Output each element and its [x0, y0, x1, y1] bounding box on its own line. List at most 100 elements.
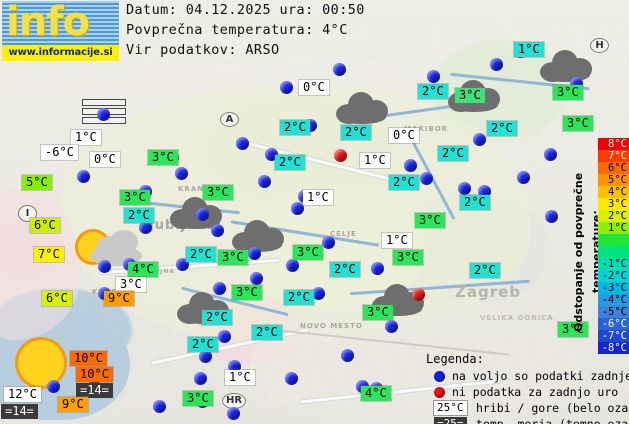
- station-dot-no-data[interactable]: [334, 149, 347, 162]
- temperature-label-mountain: 0°C: [299, 80, 329, 95]
- station-dot-ok[interactable]: [420, 172, 433, 185]
- station-dot-ok[interactable]: [250, 272, 263, 285]
- station-dot-ok[interactable]: [228, 360, 241, 373]
- station-dot-ok[interactable]: [473, 133, 486, 146]
- temperature-label-mountain: 1°C: [71, 130, 101, 145]
- station-dot-ok[interactable]: [47, 380, 60, 393]
- header-data-source: Vir podatkov: ARSO: [126, 42, 280, 58]
- temperature-label-normal: 10°C: [70, 351, 107, 366]
- city-label: NOVO MESTO: [300, 322, 363, 330]
- station-dot-ok[interactable]: [97, 108, 110, 121]
- temperature-label-normal: 9°C: [104, 291, 134, 306]
- station-dot-ok[interactable]: [258, 175, 271, 188]
- temperature-label-normal: 3°C: [393, 250, 423, 265]
- temperature-label-normal: 3°C: [553, 85, 583, 100]
- station-dot-ok[interactable]: [458, 182, 471, 195]
- station-dot-ok[interactable]: [218, 330, 231, 343]
- temperature-label-normal: 2°C: [341, 125, 371, 140]
- station-dot-ok[interactable]: [196, 208, 209, 221]
- scale-cell-4: 4°C: [598, 186, 629, 198]
- map-region-croatia: [250, 300, 580, 424]
- station-dot-ok[interactable]: [199, 350, 212, 363]
- city-label: Zagreb: [455, 283, 522, 301]
- fog-bar: [82, 99, 126, 106]
- station-dot-ok[interactable]: [265, 148, 278, 161]
- station-dot-ok[interactable]: [404, 159, 417, 172]
- station-dot-ok[interactable]: [248, 247, 261, 260]
- temperature-label-normal: 3°C: [183, 391, 213, 406]
- station-dot-ok[interactable]: [341, 349, 354, 362]
- city-label: VELIKA GORICA: [480, 314, 554, 322]
- station-dot-ok[interactable]: [544, 148, 557, 161]
- scale-cell-6: 2°C: [598, 210, 629, 222]
- temperature-label-normal: 2°C: [124, 208, 154, 223]
- station-dot-ok[interactable]: [139, 221, 152, 234]
- station-dot-ok[interactable]: [227, 407, 240, 420]
- station-dot-no-data[interactable]: [412, 288, 425, 301]
- temperature-label-normal: 2°C: [280, 120, 310, 135]
- temperature-label-normal: 3°C: [293, 245, 323, 260]
- temperature-label-sea: =14=: [1, 404, 38, 419]
- temperature-label-normal: 5°C: [22, 175, 52, 190]
- temperature-label-normal: 2°C: [275, 155, 305, 170]
- station-dot-ok[interactable]: [333, 63, 346, 76]
- station-dot-ok[interactable]: [194, 372, 207, 385]
- station-dot-ok[interactable]: [77, 170, 90, 183]
- legend-row-text: temp. morja (temno ozadje): [476, 417, 629, 424]
- scale-bar: 8°C 7°C 6°C 5°C 4°C 3°C 2°C 1°C -1°C -2°C -3°C -4°C…: [598, 138, 629, 354]
- scale-cell-16: -7°C: [598, 330, 629, 342]
- station-dot-ok[interactable]: [175, 167, 188, 180]
- scale-cell-17: -8°C: [598, 342, 629, 354]
- temperature-label-normal: 2°C: [418, 84, 448, 99]
- station-dot-ok[interactable]: [98, 260, 111, 273]
- city-label: CELJE: [330, 230, 357, 238]
- scale-cell-7: 1°C: [598, 222, 629, 234]
- temperature-label-normal: 2°C: [438, 146, 468, 161]
- site-logo[interactable]: info www.informacije.si: [2, 1, 119, 61]
- logo-url: www.informacije.si: [2, 45, 119, 61]
- scale-cell-5: 3°C: [598, 198, 629, 210]
- station-dot-ok[interactable]: [371, 262, 384, 275]
- cloud-icon: [336, 90, 388, 124]
- station-dot-ok[interactable]: [176, 258, 189, 271]
- temperature-label-normal: 10°C: [76, 367, 113, 382]
- station-dot-ok[interactable]: [322, 236, 335, 249]
- temperature-label-normal: 3°C: [218, 250, 248, 265]
- station-dot-ok[interactable]: [153, 400, 166, 413]
- legend-row-text: ni podatka za zadnjo uro: [452, 385, 619, 399]
- station-dot-ok[interactable]: [385, 320, 398, 333]
- map-reference-marker-a: A: [220, 112, 239, 127]
- station-dot-ok[interactable]: [545, 210, 558, 223]
- station-dot-ok[interactable]: [236, 137, 249, 150]
- temperature-label-normal: 2°C: [460, 195, 490, 210]
- station-dot-ok[interactable]: [490, 58, 503, 71]
- legend-row-text: hribi / gore (belo ozadje): [476, 401, 629, 415]
- station-dot-ok[interactable]: [291, 202, 304, 215]
- city-label: KRANJ: [178, 185, 208, 193]
- scale-cell-2: 6°C: [598, 162, 629, 174]
- temperature-label-normal: 2°C: [186, 247, 216, 262]
- station-dot-ok[interactable]: [211, 224, 224, 237]
- station-dot-ok[interactable]: [285, 372, 298, 385]
- legend-chip-sample: 25°C: [434, 401, 467, 415]
- station-dot-ok[interactable]: [286, 259, 299, 272]
- station-dot-ok[interactable]: [213, 282, 226, 295]
- temperature-label-sea: =14=: [76, 383, 113, 398]
- map-reference-marker-i: I: [18, 205, 37, 222]
- cloud-puff: [338, 110, 386, 124]
- scale-cell-8: [598, 234, 629, 246]
- scale-cell-13: -4°C: [598, 294, 629, 306]
- temperature-deviation-scale: Odstopanje od povprečne temperature: 8°C…: [570, 138, 629, 366]
- station-dot-ok[interactable]: [478, 185, 491, 198]
- page-header: info www.informacije.si Datum: 04.12.202…: [0, 0, 629, 64]
- station-dot-ok[interactable]: [427, 70, 440, 83]
- station-dot-ok[interactable]: [280, 81, 293, 94]
- temperature-label-normal: 3°C: [232, 285, 262, 300]
- station-dot-ok[interactable]: [517, 171, 530, 184]
- station-dot-ok[interactable]: [312, 287, 325, 300]
- temperature-label-normal: 4°C: [128, 262, 158, 277]
- scale-cell-1: 7°C: [598, 150, 629, 162]
- temperature-label-mountain: 12°C: [4, 387, 41, 402]
- temperature-label-normal: 2°C: [487, 121, 517, 136]
